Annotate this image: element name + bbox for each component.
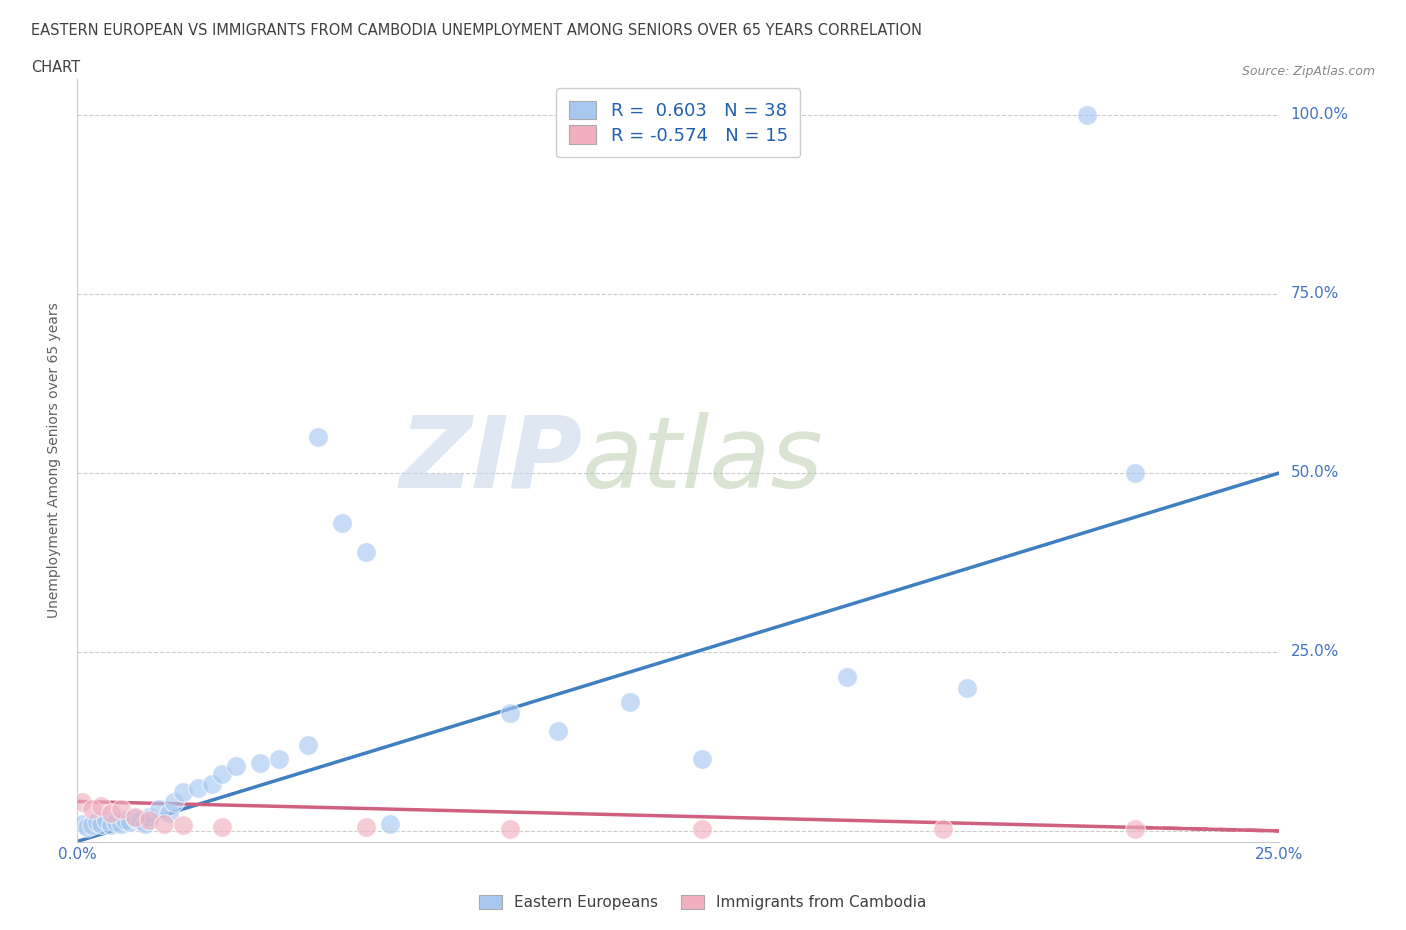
Point: [932, 822, 955, 837]
Point: [124, 809, 146, 824]
Point: [138, 809, 160, 824]
Point: [692, 821, 714, 836]
Text: 100.0%: 100.0%: [1291, 107, 1348, 123]
Point: [162, 795, 184, 810]
Text: Source: ZipAtlas.com: Source: ZipAtlas.com: [1241, 65, 1375, 78]
Point: [104, 815, 127, 830]
Point: [211, 820, 233, 835]
Point: [110, 802, 132, 817]
Point: [70, 795, 93, 810]
Point: [307, 430, 329, 445]
Point: [211, 766, 233, 781]
Point: [1123, 465, 1146, 480]
Text: ZIP: ZIP: [399, 412, 582, 509]
Point: [249, 755, 271, 770]
Point: [134, 817, 156, 831]
Point: [100, 817, 122, 832]
Point: [378, 817, 401, 831]
Point: [80, 802, 103, 817]
Point: [76, 820, 98, 835]
Point: [499, 705, 522, 720]
Point: [354, 820, 377, 835]
Point: [330, 515, 353, 530]
Point: [110, 817, 132, 831]
Point: [619, 695, 641, 710]
Point: [956, 680, 979, 695]
Point: [90, 799, 112, 814]
Point: [157, 805, 180, 820]
Point: [1076, 107, 1098, 122]
Point: [90, 817, 112, 831]
Legend: R =  0.603   N = 38, R = -0.574   N = 15: R = 0.603 N = 38, R = -0.574 N = 15: [557, 88, 800, 157]
Point: [225, 759, 247, 774]
Point: [499, 821, 522, 836]
Point: [80, 817, 103, 832]
Point: [201, 777, 224, 791]
Text: 25.0%: 25.0%: [1291, 644, 1339, 659]
Text: atlas: atlas: [582, 412, 824, 509]
Point: [148, 802, 170, 817]
Text: CHART: CHART: [31, 60, 80, 75]
Point: [86, 815, 108, 830]
Y-axis label: Unemployment Among Seniors over 65 years: Unemployment Among Seniors over 65 years: [48, 302, 62, 618]
Point: [297, 737, 319, 752]
Point: [114, 813, 136, 828]
Point: [1123, 822, 1146, 837]
Point: [70, 817, 93, 831]
Point: [124, 811, 146, 826]
Text: 75.0%: 75.0%: [1291, 286, 1339, 301]
Point: [128, 813, 150, 828]
Point: [172, 784, 194, 799]
Text: EASTERN EUROPEAN VS IMMIGRANTS FROM CAMBODIA UNEMPLOYMENT AMONG SENIORS OVER 65 : EASTERN EUROPEAN VS IMMIGRANTS FROM CAMB…: [31, 23, 922, 38]
Point: [547, 724, 569, 738]
Point: [692, 751, 714, 766]
Point: [269, 751, 291, 766]
Point: [120, 815, 142, 830]
Point: [138, 813, 160, 828]
Point: [153, 817, 176, 831]
Point: [96, 813, 118, 828]
Point: [172, 817, 194, 832]
Point: [354, 544, 377, 559]
Text: 50.0%: 50.0%: [1291, 465, 1339, 481]
Legend: Eastern Europeans, Immigrants from Cambodia: Eastern Europeans, Immigrants from Cambo…: [471, 887, 935, 918]
Point: [835, 670, 858, 684]
Point: [100, 805, 122, 820]
Point: [186, 780, 209, 795]
